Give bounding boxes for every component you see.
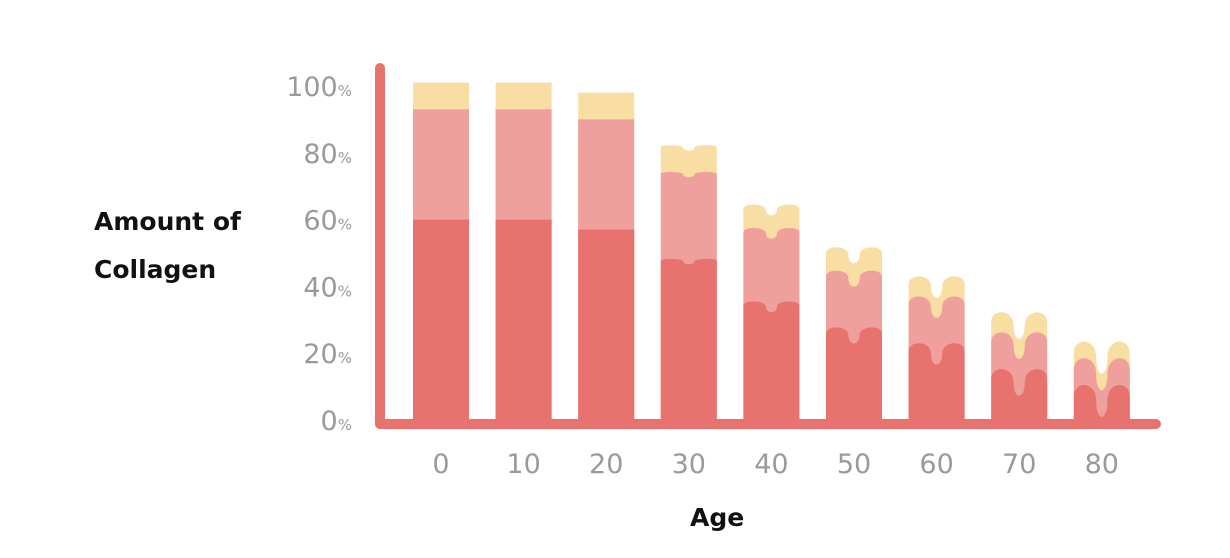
x-tick-label: 0 bbox=[432, 449, 449, 480]
bar-segment bbox=[413, 219, 469, 420]
y-tick-label: 80% bbox=[303, 139, 352, 170]
x-tick-label: 60 bbox=[919, 449, 953, 480]
bar-segment bbox=[826, 327, 882, 420]
y-axis-title-line-2: Collagen bbox=[94, 255, 217, 284]
bar-segment bbox=[1073, 385, 1130, 420]
bar-segment bbox=[743, 301, 800, 420]
y-tick-label: 20% bbox=[303, 339, 352, 370]
bar-segment bbox=[495, 219, 552, 420]
x-tick-label: 70 bbox=[1002, 449, 1036, 480]
y-tick-label: 100% bbox=[286, 72, 352, 103]
bar-segment bbox=[991, 369, 1048, 420]
y-axis-title: Amount of Collagen bbox=[94, 198, 241, 294]
y-axis-title-line-1: Amount of bbox=[94, 207, 241, 236]
bar-segment bbox=[660, 258, 717, 420]
x-axis-title: Age bbox=[690, 503, 745, 532]
x-tick-label: 20 bbox=[589, 449, 623, 480]
x-tick-label: 10 bbox=[506, 449, 540, 480]
x-tick-label: 40 bbox=[754, 449, 788, 480]
y-tick-label: 60% bbox=[303, 206, 352, 237]
y-tick-label: 40% bbox=[303, 272, 352, 303]
x-tick-label: 50 bbox=[837, 449, 871, 480]
x-tick-label: 30 bbox=[672, 449, 706, 480]
y-tick-label: 0% bbox=[321, 406, 352, 437]
bar-segment bbox=[908, 343, 965, 420]
bar-segment bbox=[578, 229, 635, 420]
x-tick-label: 80 bbox=[1085, 449, 1119, 480]
